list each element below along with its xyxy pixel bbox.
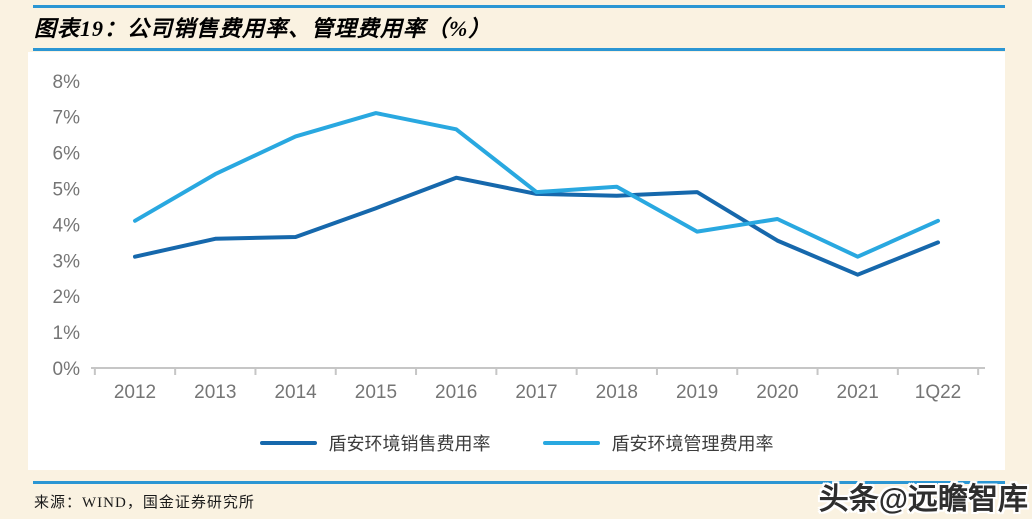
title-top-rule: [33, 5, 1005, 8]
legend-item-sales: 盾安环境销售费用率: [259, 430, 491, 456]
y-tick-label: 2%: [53, 287, 81, 308]
y-tick-label: 8%: [53, 72, 81, 93]
x-tick-label: 2020: [756, 382, 798, 403]
footer-rule: [33, 481, 1005, 484]
management-series-swatch: [542, 441, 600, 445]
y-tick-label: 6%: [53, 144, 81, 165]
sales-series-swatch: [259, 441, 317, 445]
source-text: 来源：WIND，国金证券研究所: [34, 495, 255, 511]
y-tick-label: 5%: [53, 180, 81, 201]
chart-panel: 0% 1% 2% 3% 4% 5% 6% 7% 8% 2012 2013 2014 2015 2016 20…: [28, 52, 1005, 470]
x-tick-label: 2013: [194, 382, 236, 403]
y-tick-label: 0%: [53, 359, 81, 380]
y-tick-label: 1%: [53, 323, 81, 344]
management-series-label: 盾安环境管理费用率: [611, 434, 774, 454]
x-tick-label: 2019: [676, 382, 718, 403]
x-tick-label: 2015: [355, 382, 397, 403]
line-chart: 0% 1% 2% 3% 4% 5% 6% 7% 8% 2012 2013 2014 2015 2016 20…: [53, 72, 985, 403]
page-title: 图表19：公司销售费用率、管理费用率（%）: [34, 16, 492, 41]
x-tick-label: 2017: [515, 382, 557, 403]
x-tick-label: 2021: [837, 382, 879, 403]
x-tick-label: 2016: [435, 382, 477, 403]
x-tick-label: 2014: [274, 382, 317, 403]
x-tick-label: 2018: [596, 382, 638, 403]
y-tick-label: 7%: [53, 108, 81, 129]
legend-item-management: 盾安环境管理费用率: [542, 430, 774, 456]
y-tick-label: 4%: [53, 215, 81, 236]
watermark-text: 头条@远瞻智库: [818, 483, 1028, 516]
title-bottom-rule: [33, 48, 1005, 51]
series-line-1: [133, 111, 940, 259]
y-tick-label: 3%: [53, 251, 81, 272]
chart-legend: 盾安环境销售费用率 盾安环境管理费用率: [28, 430, 1005, 456]
x-tick-label: 2012: [114, 382, 156, 403]
sales-series-label: 盾安环境销售费用率: [328, 434, 491, 454]
x-tick-label: 1Q22: [915, 382, 961, 403]
